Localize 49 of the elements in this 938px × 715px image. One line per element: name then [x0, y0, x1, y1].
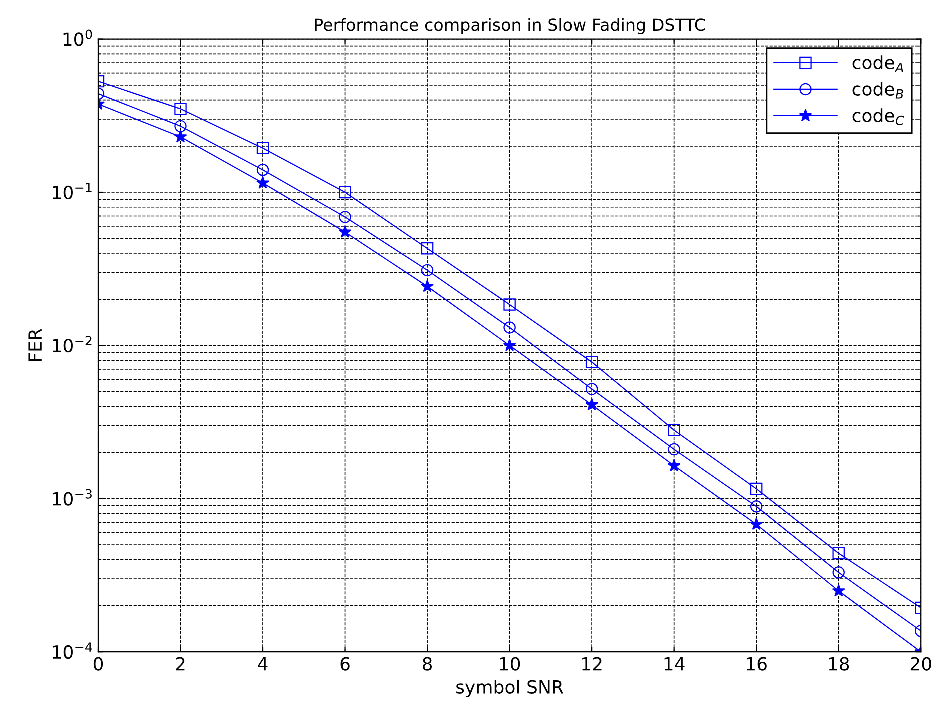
point — [256, 176, 270, 189]
y-tick-label: 10$^{−1}$ — [53, 183, 92, 200]
point — [421, 242, 434, 255]
point — [750, 482, 763, 496]
y-tick-label: 10$^{−2}$ — [53, 336, 92, 353]
x-tick-label: 6 — [340, 657, 350, 671]
point — [174, 120, 187, 133]
x-tick-label: 8 — [423, 657, 432, 671]
x-tick-label: 12 — [582, 657, 602, 671]
y-tick-label: 10$^{0}$ — [64, 30, 92, 46]
point — [256, 164, 270, 176]
x-tick-label: 18 — [829, 657, 850, 671]
point — [668, 443, 680, 456]
point — [504, 322, 516, 334]
point — [832, 566, 845, 579]
y-tick-label: 10$^{−3}$ — [53, 489, 92, 506]
point — [832, 584, 846, 597]
x-tick-label: 20 — [910, 657, 932, 671]
point — [338, 225, 352, 238]
point — [256, 142, 270, 155]
point — [421, 280, 434, 292]
point — [586, 356, 598, 368]
x-axis-title: symbol SNR — [456, 680, 564, 698]
point — [421, 264, 434, 277]
point — [832, 547, 845, 560]
point — [586, 398, 599, 411]
x-tick-label: 0 — [94, 657, 104, 671]
x-tick-label: 16 — [747, 657, 767, 671]
chart-title: Performance comparison in Slow Fading DSTTC — [315, 18, 706, 34]
legend-label: code$_{A}$ — [852, 56, 904, 72]
x-tick-label: 14 — [664, 657, 685, 671]
point — [750, 518, 764, 530]
x-tick-label: 10 — [500, 657, 520, 671]
y-axis-title: FER — [28, 329, 42, 362]
point — [668, 459, 681, 472]
point — [339, 186, 352, 199]
y-tick-label: 10$^{−4}$ — [53, 642, 92, 660]
point — [339, 211, 352, 224]
point — [174, 103, 187, 116]
point — [504, 298, 516, 311]
x-tick-label: 4 — [258, 657, 268, 671]
point — [750, 500, 763, 513]
legend-label: code$_{C}$ — [852, 108, 904, 126]
point — [668, 424, 680, 436]
point — [586, 383, 598, 396]
x-tick-label: 2 — [176, 657, 185, 671]
point — [174, 130, 188, 143]
legend-label: code$_{B}$ — [852, 82, 904, 99]
point — [503, 338, 516, 352]
